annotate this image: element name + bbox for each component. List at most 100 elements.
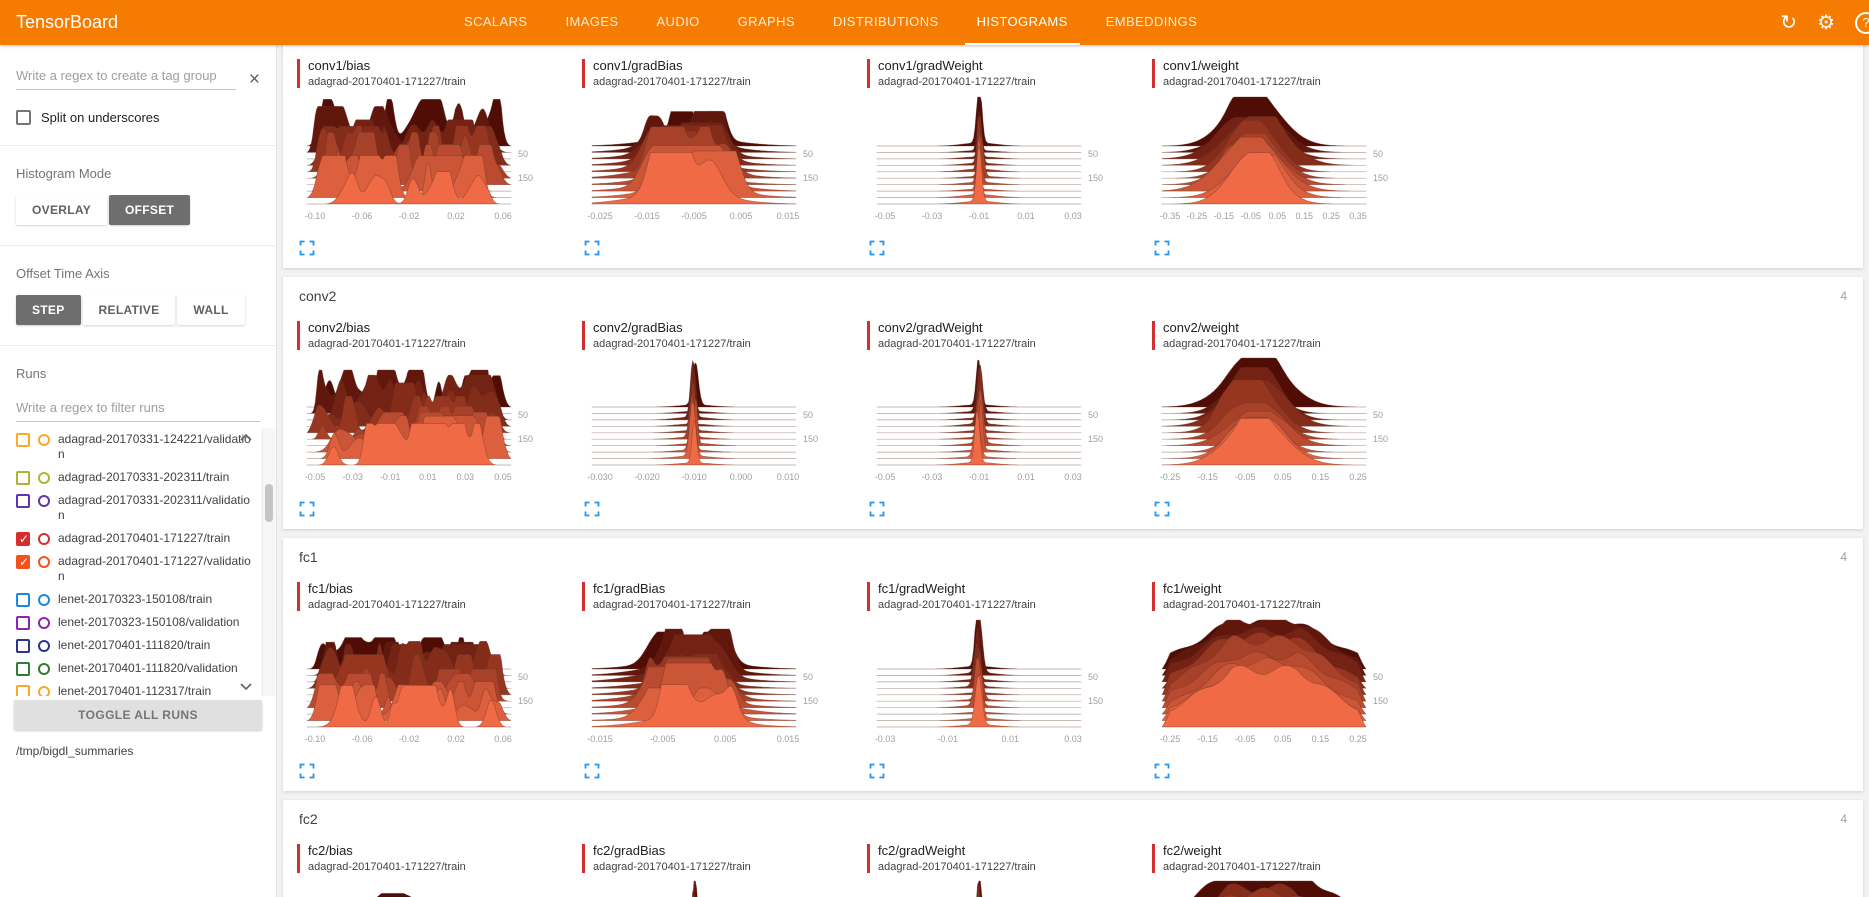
svg-text:-0.10: -0.10 [305,211,326,221]
settings-icon[interactable]: ⚙ [1817,11,1835,34]
expand-icon[interactable] [299,501,315,517]
tab-distributions[interactable]: DISTRIBUTIONS [832,14,939,29]
expand-icon[interactable] [869,240,885,256]
histogram-plot: 50 150 -0.10 -0.06 -0.02 0.02 0.06 [305,98,533,221]
histogram-mode-overlay-button[interactable]: OVERLAY [16,195,108,225]
scroll-down-icon[interactable] [238,678,254,694]
svg-text:150: 150 [803,434,818,444]
svg-text:50: 50 [518,149,528,159]
run-item[interactable]: lenet-20170401-112317/train [0,680,256,696]
run-color-bar [297,59,300,88]
run-item[interactable]: adagrad-20170331-202311/train [0,466,256,489]
run-item[interactable]: ✓ adagrad-20170401-171227/validation [0,550,256,588]
run-item[interactable]: ✓ adagrad-20170401-171227/train [0,527,256,550]
run-isolator-icon[interactable] [38,434,50,446]
run-checkbox[interactable] [16,494,30,508]
svg-text:0.03: 0.03 [1064,211,1082,221]
run-checkbox[interactable] [16,471,30,485]
tab-histograms[interactable]: HISTOGRAMS [964,0,1080,45]
run-color-bar [1152,59,1155,88]
run-isolator-icon[interactable] [38,686,50,696]
clear-tag-filter-icon[interactable]: × [248,69,260,90]
chart-header: fc2/weight adagrad-20170401-171227/train [1148,843,1433,874]
chart-header: fc1/gradBias adagrad-20170401-171227/trai… [578,581,863,612]
chart-title: conv2/bias [308,319,371,335]
tab-images[interactable]: IMAGES [565,14,619,29]
run-checkbox[interactable] [16,685,30,696]
section-header: conv2 4 [283,277,1863,315]
expand-icon[interactable] [869,763,885,779]
run-isolator-icon[interactable] [38,640,50,652]
expand-icon[interactable] [869,501,885,517]
refresh-icon[interactable]: ↻ [1780,11,1798,34]
run-isolator-icon[interactable] [38,556,50,568]
main-content: conv1 conv1/bias adagrad-20170401-171227/t… [277,45,1869,897]
histogram-card: fc2/bias adagrad-20170401-171227/train [293,843,578,897]
expand-icon[interactable] [299,763,315,779]
run-isolator-icon[interactable] [38,533,50,545]
svg-text:-0.020: -0.020 [634,472,660,482]
expand-icon[interactable] [1154,763,1170,779]
runs-scrollbar-track[interactable] [262,428,276,696]
svg-text:0.05: 0.05 [1274,472,1292,482]
expand-icon[interactable] [584,763,600,779]
offset-time-axis-step-button[interactable]: STEP [16,295,81,325]
run-checkbox[interactable] [16,433,30,447]
tab-audio[interactable]: AUDIO [656,14,700,29]
svg-text:0.06: 0.06 [494,734,512,744]
run-item[interactable]: lenet-20170323-150108/train [0,588,256,611]
offset-time-axis-relative-button[interactable]: RELATIVE [82,295,176,325]
expand-icon[interactable] [1154,240,1170,256]
svg-text:0.25: 0.25 [1349,472,1367,482]
histogram-card: conv2/gradBias adagrad-20170401-171227/tr… [578,320,863,518]
expand-icon[interactable] [299,240,315,256]
run-isolator-icon[interactable] [38,472,50,484]
chart-run-name: adagrad-20170401-171227/train [593,337,751,350]
run-item[interactable]: lenet-20170401-111820/train [0,634,256,657]
runs-filter-input[interactable] [16,395,260,422]
chart-title: fc2/gradBias [593,842,666,858]
expand-icon[interactable] [584,501,600,517]
section-title: conv2 [299,287,337,304]
tag-section-conv2: conv2 4 conv2/bias adagrad-20170401-171227/… [283,276,1863,530]
divider [0,145,276,146]
run-item[interactable]: lenet-20170323-150108/validation [0,611,256,634]
run-isolator-icon[interactable] [38,495,50,507]
run-checkbox[interactable] [16,593,30,607]
run-checkbox[interactable] [16,639,30,653]
run-checkbox[interactable]: ✓ [16,532,30,546]
help-icon[interactable]: ? [1855,11,1869,34]
run-checkbox[interactable] [16,616,30,630]
tab-graphs[interactable]: GRAPHS [737,14,795,29]
toggle-all-runs-button[interactable]: TOGGLE ALL RUNS [14,700,262,730]
run-item[interactable]: lenet-20170401-111820/validation [0,657,256,680]
run-checkbox[interactable] [16,662,30,676]
svg-text:0.03: 0.03 [1064,472,1082,482]
run-isolator-icon[interactable] [38,663,50,675]
split-on-underscores-checkbox[interactable] [16,110,31,125]
run-label: adagrad-20170331-202311/train [58,470,230,484]
histogram-mode-offset-button[interactable]: OFFSET [109,195,191,225]
tab-scalars[interactable]: SCALARS [464,14,528,29]
svg-text:50: 50 [518,672,528,682]
offset-time-axis-wall-button[interactable]: WALL [177,295,245,325]
section-title: fc2 [299,810,318,827]
histogram-card: conv1/weight adagrad-20170401-171227/trai… [1148,58,1433,256]
run-isolator-icon[interactable] [38,617,50,629]
tab-embeddings[interactable]: EMBEDDINGS [1105,14,1198,29]
svg-text:0.25: 0.25 [1322,211,1340,221]
runs-scrollbar-thumb[interactable] [265,484,273,522]
offset-time-axis-options: STEP RELATIVE WALL [16,295,260,325]
svg-text:-0.05: -0.05 [875,211,896,221]
chart-title: conv1/bias [308,58,371,73]
chart-header: conv1/gradBias adagrad-20170401-171227/tr… [578,58,863,89]
run-checkbox[interactable]: ✓ [16,555,30,569]
tag-filter-input[interactable] [16,63,236,90]
run-isolator-icon[interactable] [38,594,50,606]
run-item[interactable]: adagrad-20170331-124221/validation [0,428,256,466]
expand-icon[interactable] [1154,501,1170,517]
svg-text:-0.005: -0.005 [650,734,676,744]
expand-icon[interactable] [584,240,600,256]
run-item[interactable]: adagrad-20170331-202311/validation [0,489,256,527]
scroll-up-icon[interactable] [238,430,254,446]
